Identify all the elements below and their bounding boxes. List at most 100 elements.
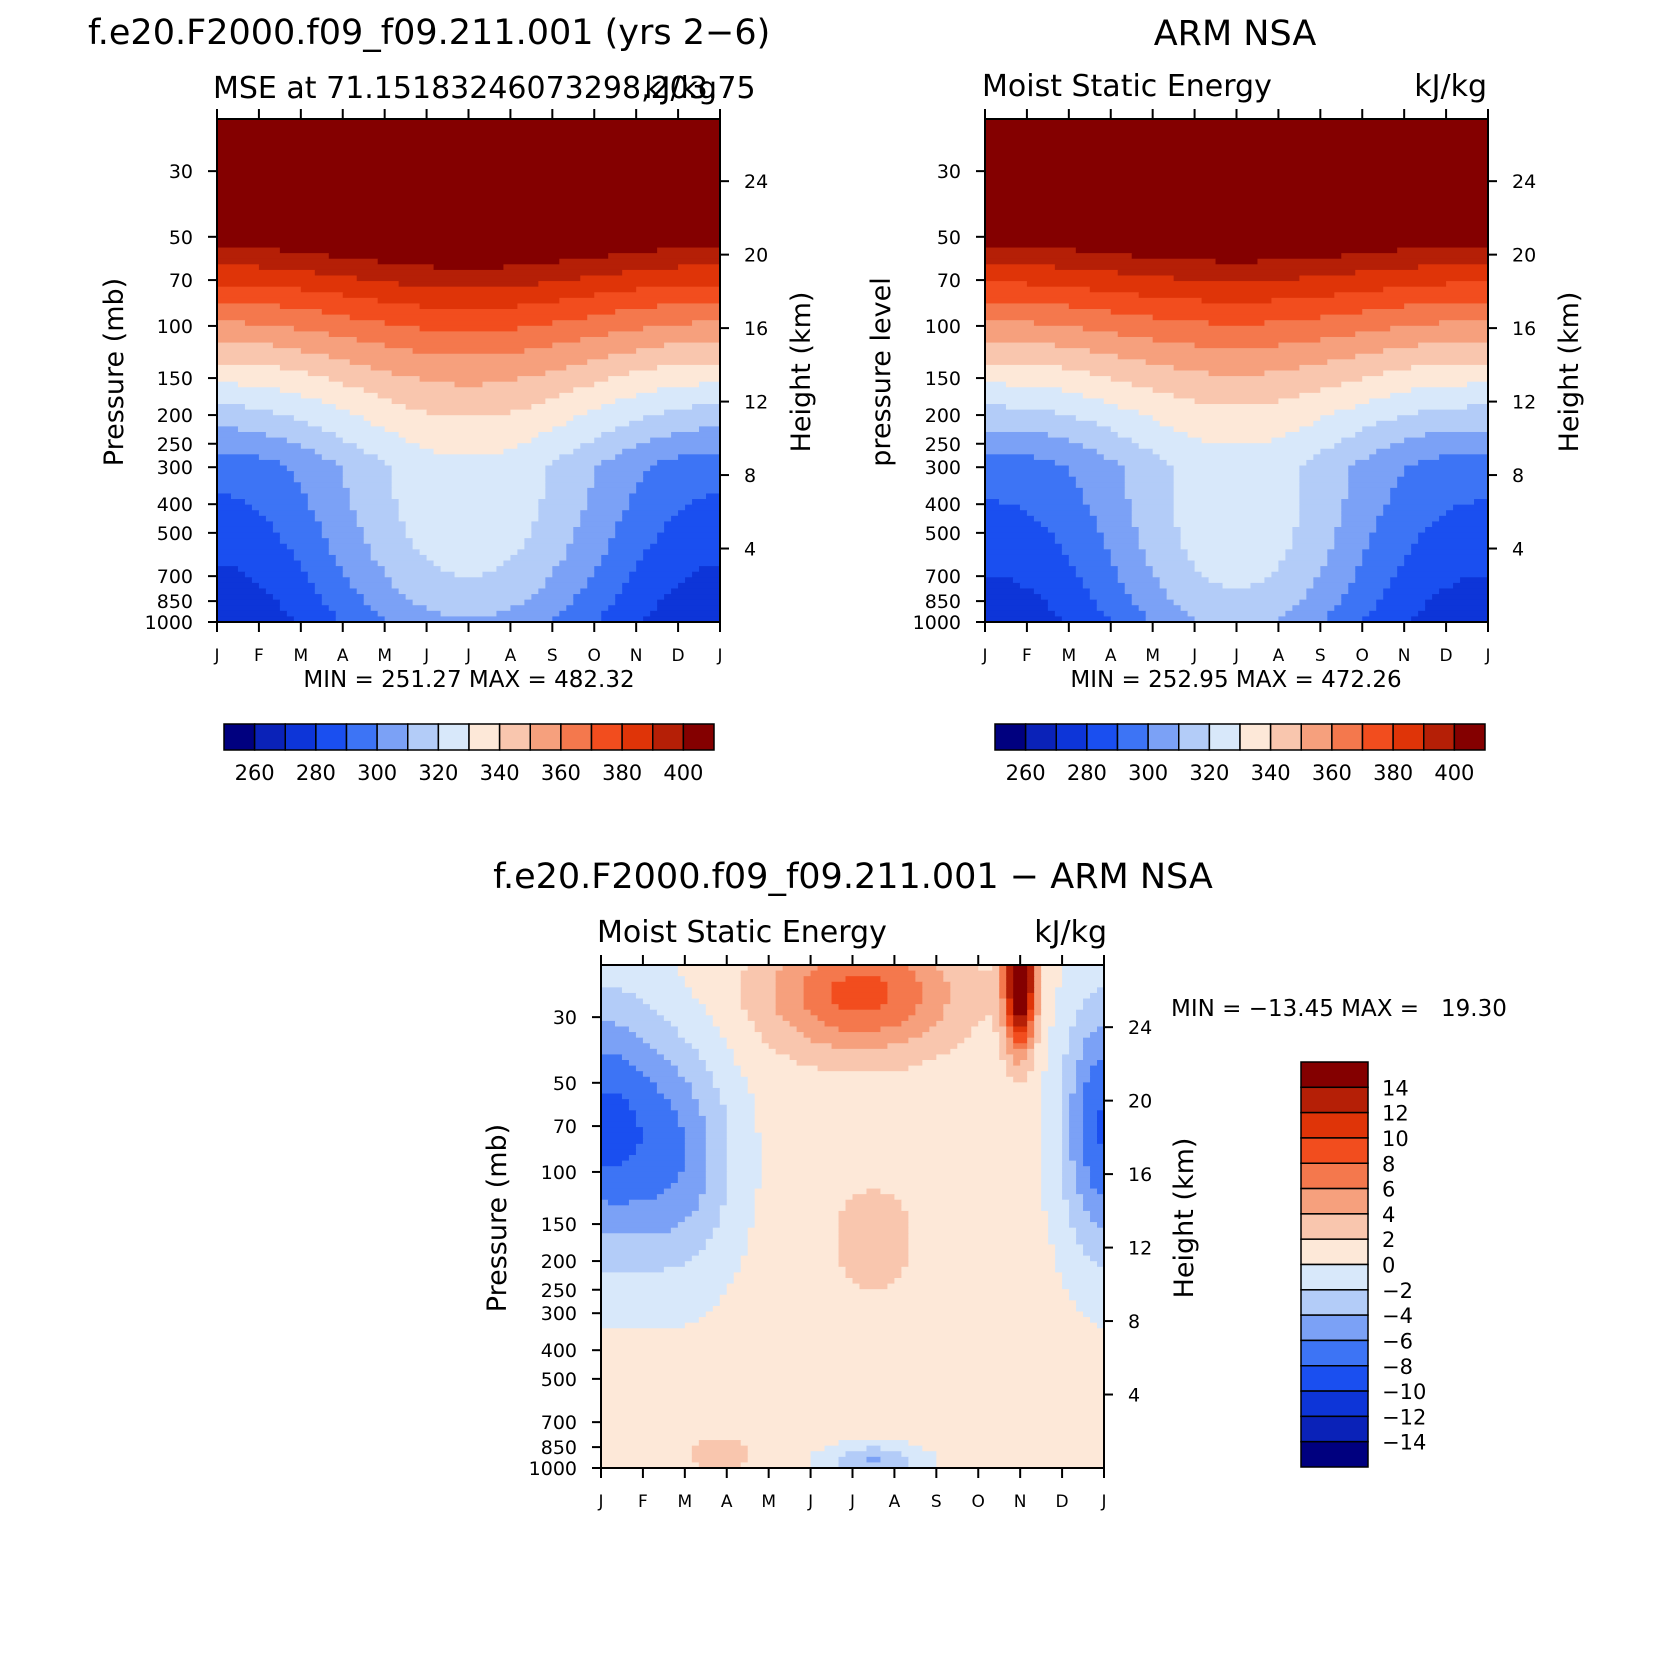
contour-cell <box>1285 610 1328 618</box>
contour-cell <box>356 510 400 517</box>
contour-cell <box>1062 1132 1070 1139</box>
contour-cell <box>1083 1037 1105 1044</box>
contour-cell <box>922 1032 972 1039</box>
contour-cell <box>524 348 637 355</box>
contour-cell <box>1027 1054 1035 1061</box>
contour-cell <box>1069 1210 1091 1218</box>
contour-cell <box>656 1087 693 1095</box>
contour-cell <box>1145 554 1189 562</box>
contour-cell <box>643 549 721 556</box>
contour-cell <box>1208 370 1266 377</box>
contour-cell <box>601 1238 707 1246</box>
colorbar-swatch <box>1331 723 1364 751</box>
contour-cell <box>1320 336 1489 344</box>
contour-cell <box>705 1171 728 1178</box>
height-tick-label: 16 <box>1128 1164 1152 1186</box>
contour-cell <box>1292 543 1335 550</box>
contour-cell <box>985 577 1014 584</box>
contour-cell <box>1278 560 1328 567</box>
contour-cell <box>1173 515 1300 522</box>
colorbar-swatch <box>621 723 654 751</box>
contour-cell <box>838 1255 909 1262</box>
contour-cell <box>1404 560 1489 567</box>
month-label: M <box>293 646 308 666</box>
contour-cell <box>1041 1127 1063 1134</box>
contour-cell <box>217 605 281 612</box>
contour-cell <box>1069 1099 1084 1106</box>
contour-cell <box>217 146 721 154</box>
contour-cell <box>1062 1149 1070 1156</box>
contour-cell <box>1306 459 1356 467</box>
contour-cell <box>1055 1015 1077 1022</box>
contour-cell <box>1055 1020 1077 1028</box>
contour-cell <box>217 202 721 210</box>
contour-cell <box>943 1015 986 1022</box>
contour-cell <box>622 582 679 590</box>
panel1-plot: 3050701001502002503004005007008501000481… <box>145 109 768 666</box>
contour-cell <box>1096 605 1140 612</box>
contour-cell <box>740 992 777 1000</box>
contour-cell <box>1096 515 1133 522</box>
contour-cell <box>880 976 916 983</box>
contour-cell <box>782 965 819 972</box>
contour-cell <box>1027 1071 1042 1078</box>
month-label: O <box>1356 646 1369 666</box>
panel2-title: ARM NSA <box>1154 14 1317 54</box>
contour-cell <box>615 526 665 534</box>
contour-cell <box>824 1445 868 1452</box>
contour-cell <box>391 487 546 495</box>
contour-cell <box>650 543 721 550</box>
month-label: A <box>721 1492 733 1512</box>
contour-cell <box>217 454 260 461</box>
contour-cell <box>601 1032 637 1039</box>
contour-cell <box>901 1020 937 1028</box>
contour-cell <box>901 1272 1063 1279</box>
contour-cell <box>894 1277 1063 1285</box>
contour-cell <box>705 1132 728 1139</box>
contour-cell <box>244 499 309 506</box>
contour-cell <box>1355 431 1426 439</box>
contour-cell <box>314 515 358 522</box>
contour-cell <box>1327 554 1363 562</box>
contour-cell <box>1006 1048 1028 1056</box>
contour-cell <box>754 1188 868 1195</box>
contour-cell <box>726 1160 763 1167</box>
contour-cell <box>1138 538 1182 545</box>
contour-cell <box>217 398 323 405</box>
contour-cell <box>1187 610 1287 618</box>
contour-cell <box>691 1082 714 1089</box>
contour-cell <box>1062 1177 1077 1184</box>
contour-cell <box>1117 331 1356 338</box>
contour-cell <box>1090 1166 1105 1173</box>
contour-cell <box>1027 1076 1042 1083</box>
contour-cell <box>1048 1043 1070 1050</box>
contour-cell <box>545 465 595 472</box>
contour-cell <box>796 1026 840 1033</box>
contour-cell <box>1069 1155 1084 1162</box>
contour-cell <box>1138 292 1335 299</box>
contour-cell <box>712 1305 1077 1313</box>
contour-cell <box>321 454 379 461</box>
contour-cell <box>754 1210 840 1218</box>
contour-cell <box>628 1060 672 1067</box>
contour-cell <box>838 1250 909 1257</box>
contour-cell <box>643 554 721 562</box>
contour-cell <box>1069 1121 1084 1128</box>
contour-cell <box>349 499 400 506</box>
contour-cell <box>1397 571 1489 578</box>
contour-cell <box>887 1043 958 1050</box>
contour-cell <box>580 510 623 517</box>
contour-cell <box>936 1456 1105 1464</box>
contour-cell <box>985 214 1489 221</box>
contour-cell <box>1026 510 1091 517</box>
contour-cell <box>712 1071 742 1078</box>
contour-cell <box>656 1082 693 1089</box>
contour-cell <box>384 342 553 349</box>
contour-cell <box>272 409 351 416</box>
contour-cell <box>726 1132 763 1139</box>
contour-cell <box>628 1026 679 1033</box>
contour-cell <box>1061 616 1112 623</box>
contour-cell <box>1062 1283 1105 1290</box>
contour-cell <box>1432 594 1489 601</box>
contour-cell <box>985 454 1035 461</box>
